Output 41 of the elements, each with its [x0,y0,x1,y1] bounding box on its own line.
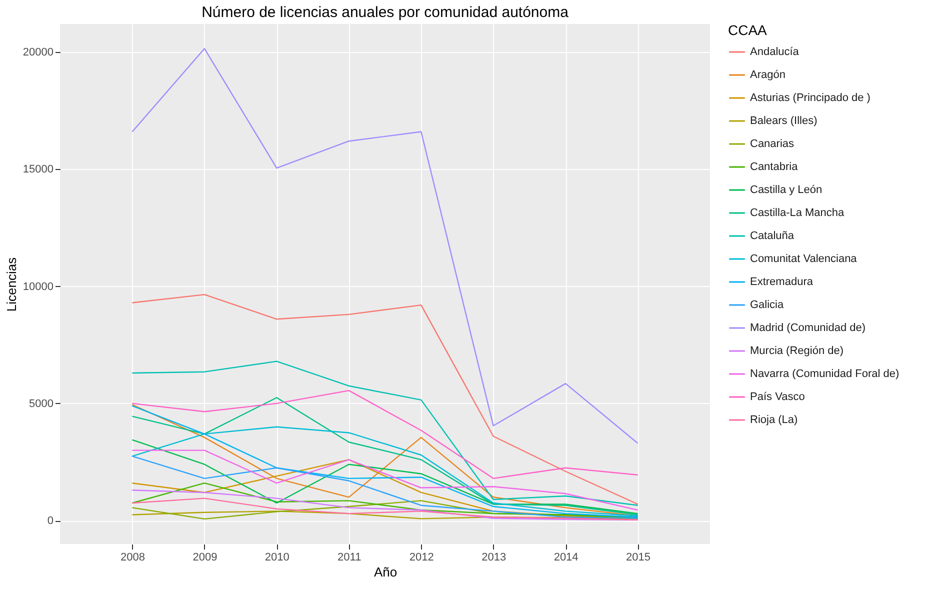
line-series [132,450,638,511]
legend-label: Extremadura [750,276,814,288]
y-tick-label: 5000 [29,398,54,410]
legend-label: Castilla y León [750,184,822,196]
line-series [132,360,638,506]
x-tick-label: 2010 [264,552,290,564]
legend-label: Madrid (Comunidad de) [750,322,866,334]
legend-label: País Vasco [750,391,805,403]
line-series [132,294,638,505]
legend-label: Galicia [750,299,785,311]
y-tick-label: 10000 [22,280,54,293]
legend-title: CCAA [728,22,768,38]
y-tick-label: 20000 [22,46,54,59]
line-series [132,426,638,516]
x-tick-label: 2008 [120,552,145,564]
legend-label: Murcia (Región de) [750,345,844,357]
x-tick-label: 2009 [192,552,218,564]
line-series [132,48,638,444]
legend-label: Cataluña [750,230,795,242]
x-tick-label: 2012 [409,552,434,564]
x-tick-label: 2011 [338,552,362,564]
legend-label: Cantabria [750,161,799,173]
legend-label: Asturias (Principado de ) [750,92,870,104]
x-tick-label: 2013 [482,552,506,564]
y-axis-title: Licencias [4,256,19,312]
legend-label: Rioja (La) [750,414,798,426]
x-axis-title: Año [374,564,398,580]
legend-label: Navarra (Comunidad Foral de) [750,368,900,380]
x-tick-label: 2015 [626,552,651,564]
legend-label: Castilla-La Mancha [750,207,846,219]
legend-label: Comunitat Valenciana [750,253,858,265]
line-series [132,390,638,480]
x-tick-label: 2014 [554,552,578,564]
legend-label: Canarias [750,138,795,150]
y-tick-label: 15000 [22,164,54,176]
legend-label: Andalucía [750,46,800,58]
y-tick-label: 0 [47,515,54,528]
chart-title: Número de licencias anuales por comunidad autónoma [202,4,570,21]
line-series [132,439,638,514]
legend-label: Aragón [750,69,786,81]
legend-label: Balears (Illes) [750,115,818,127]
